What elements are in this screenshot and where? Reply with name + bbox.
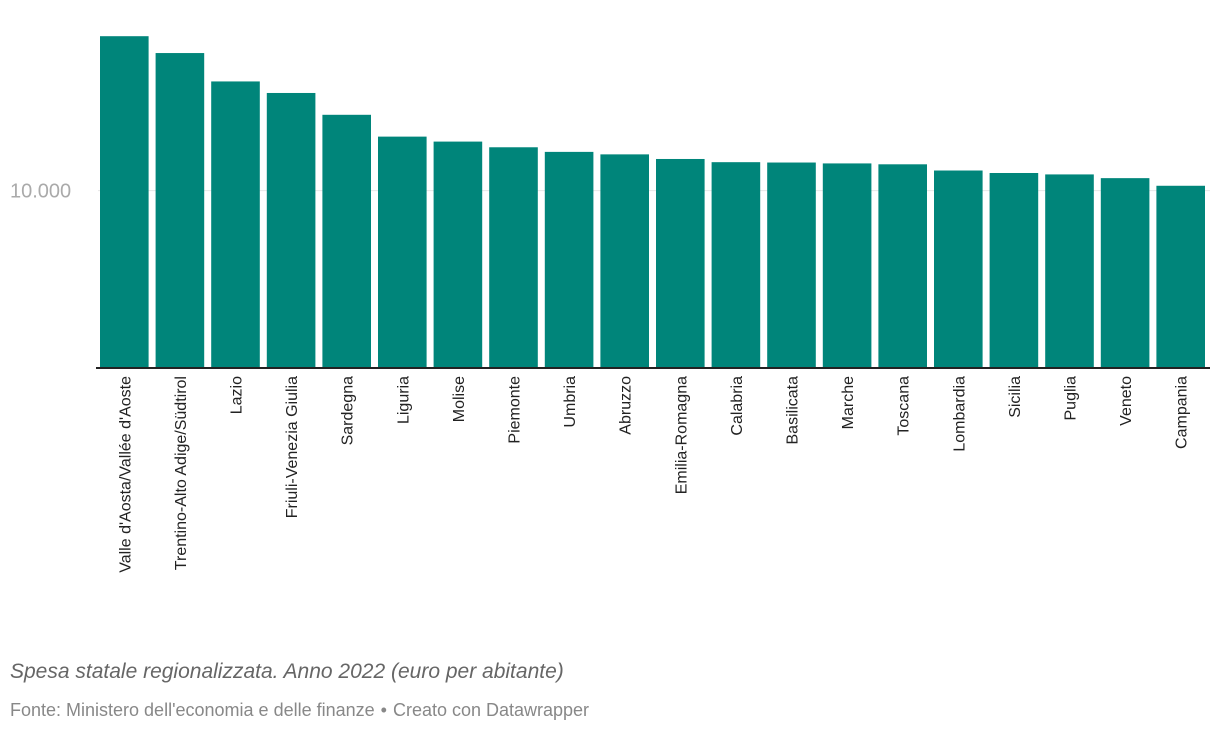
x-tick-label: Puglia (1063, 376, 1080, 421)
x-tick-label: Abruzzo (618, 376, 635, 435)
bar (1100, 178, 1150, 368)
bar (433, 141, 483, 368)
chart-notes: Spesa statale regionalizzata. Anno 2022 … (10, 660, 564, 683)
credit-text: Creato con Datawrapper (392, 700, 590, 720)
x-tick-label: Piemonte (507, 376, 524, 444)
bar (100, 36, 149, 368)
bar (155, 53, 205, 369)
bar (767, 162, 816, 368)
x-tick-label: Trentino-Alto Adige/Südtirol (173, 376, 190, 570)
x-tick-label: Valle d'Aosta/Vallée d'Aoste (117, 376, 134, 573)
x-tick-label: Veneto (1118, 376, 1135, 426)
x-axis-labels: Valle d'Aosta/Vallée d'Aoste Trentino-Alt… (117, 376, 1190, 573)
footer-separator: • (380, 700, 387, 720)
bar (378, 136, 427, 368)
chart-footer: Fonte: Ministero dell'economia e delle f… (10, 700, 589, 721)
x-tick-label: Campania (1174, 376, 1191, 449)
bar (934, 170, 983, 368)
x-tick-label: Friuli-Venezia Giulia (284, 376, 301, 518)
x-tick-label: Marche (840, 376, 857, 429)
bar (211, 81, 260, 368)
bar (878, 164, 927, 368)
source-text: Fonte: Ministero dell'economia e delle f… (10, 700, 375, 720)
y-tick-label: 10.000 (10, 181, 71, 203)
bar (989, 172, 1039, 368)
x-tick-label: Molise (451, 376, 468, 422)
x-tick-label: Lazio (229, 376, 246, 414)
bar-chart: 10.000 Valle d'Aosta/Vallée d'Aoste Trent… (10, 36, 1210, 573)
x-tick-label: Basilicata (785, 376, 802, 445)
bar (489, 147, 538, 368)
x-tick-label: Lombardia (951, 376, 968, 452)
bar (1156, 185, 1205, 368)
x-tick-label: Umbria (562, 376, 579, 428)
x-tick-label: Sardegna (340, 376, 357, 445)
y-axis-ticks: 10.000 (10, 181, 71, 203)
bars (100, 36, 1205, 369)
x-tick-label: Liguria (395, 376, 412, 424)
bar (266, 92, 316, 368)
bar (544, 151, 594, 368)
bar (322, 114, 371, 368)
x-tick-label: Sicilia (1007, 376, 1024, 418)
bar (822, 163, 872, 368)
bar (711, 162, 761, 368)
x-tick-label: Toscana (896, 376, 913, 436)
x-tick-label: Calabria (729, 376, 746, 436)
bar (1045, 174, 1094, 368)
bar (656, 158, 705, 368)
bar (600, 154, 649, 368)
x-tick-label: Emilia-Romagna (673, 376, 690, 494)
